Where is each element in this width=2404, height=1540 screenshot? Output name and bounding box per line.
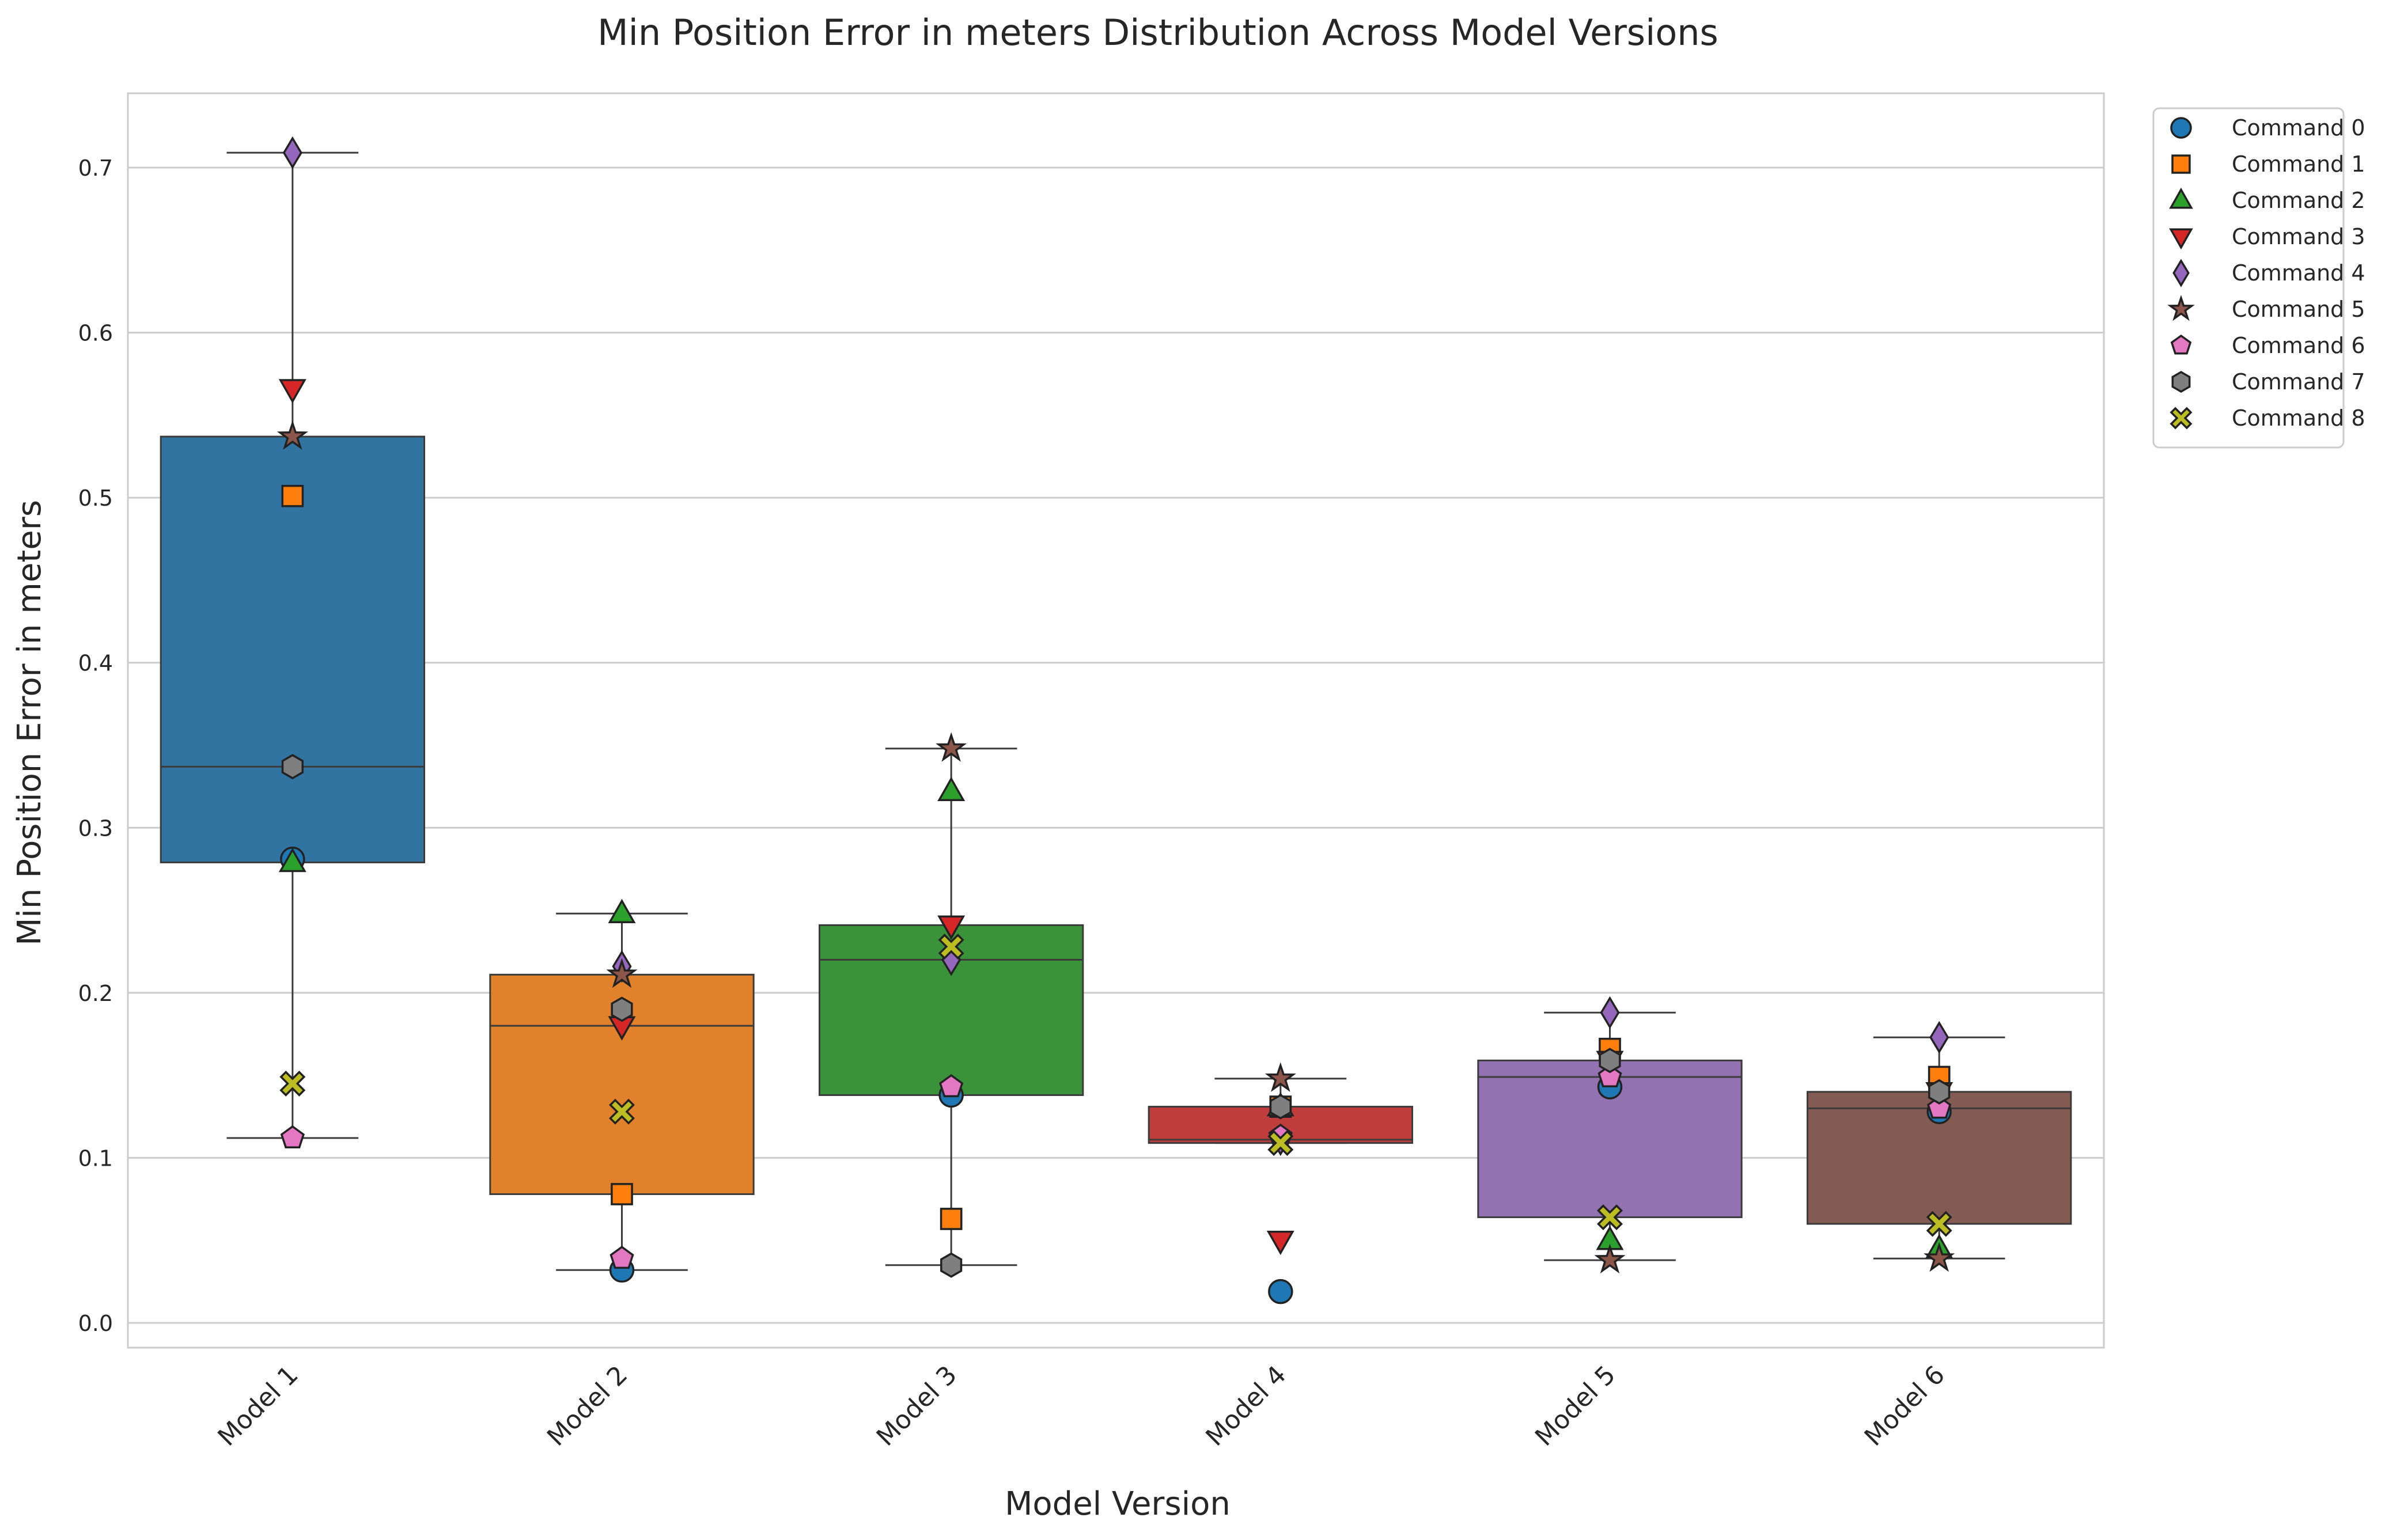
legend-label: Command 8	[2232, 405, 2365, 431]
data-point	[609, 1098, 635, 1125]
legend-label: Command 5	[2232, 297, 2365, 322]
x-tick-label: Model 2	[542, 1360, 633, 1452]
legend-item: Command 1	[2171, 151, 2365, 177]
legend-marker	[2172, 259, 2190, 287]
y-tick-label: 0.2	[78, 981, 113, 1006]
data-point	[940, 1208, 963, 1230]
data-point	[281, 484, 304, 507]
x-tick-label: Model 4	[1200, 1360, 1292, 1452]
y-tick-label: 0.1	[78, 1145, 113, 1171]
legend-label: Command 0	[2232, 115, 2365, 141]
data-point	[938, 934, 964, 960]
legend-marker	[2171, 370, 2191, 393]
legend-item: Command 4	[2172, 259, 2365, 287]
box-model-3	[819, 748, 1084, 1266]
data-point	[609, 1246, 634, 1269]
y-tick-label: 0.0	[78, 1311, 113, 1336]
data-point	[1924, 1242, 1955, 1272]
data-point	[1597, 1064, 1622, 1087]
data-point	[611, 1183, 633, 1205]
data-point	[606, 958, 638, 988]
data-point	[939, 1074, 964, 1098]
data-point	[1926, 1211, 1952, 1237]
legend-label: Command 6	[2232, 333, 2365, 358]
legend-item: Command 3	[2169, 224, 2365, 250]
x-axis-label: Model Version	[1005, 1485, 1231, 1523]
data-point	[1266, 1230, 1294, 1255]
legend-marker	[2171, 154, 2191, 174]
y-tick-label: 0.5	[78, 485, 113, 511]
data-point	[1267, 1130, 1294, 1156]
legend-item: Command 2	[2169, 187, 2365, 213]
data-point	[1599, 1048, 1621, 1074]
series-command-6	[280, 1064, 1952, 1269]
data-points	[277, 136, 1955, 1304]
legend-frame	[2152, 107, 2345, 449]
data-point	[1929, 1021, 1949, 1054]
y-tick-label: 0.6	[78, 321, 113, 346]
legend-marker	[2170, 334, 2192, 355]
data-point	[1269, 1094, 1292, 1120]
legend-marker	[2169, 228, 2193, 250]
data-point	[937, 776, 966, 801]
legend-item: Command 5	[2167, 295, 2365, 322]
x-axis-ticks: Model 1 Model 2 Model 3 Model 4 Model 5 Model…	[212, 1360, 1950, 1452]
series-command-5	[277, 420, 1955, 1274]
y-tick-label: 0.3	[78, 815, 113, 841]
legend-item: Command 8	[2170, 405, 2365, 431]
legend-label: Command 1	[2232, 151, 2365, 177]
data-point	[937, 915, 966, 940]
legend-item: Command 7	[2171, 369, 2365, 395]
data-point	[282, 136, 302, 169]
series-command-7	[281, 754, 1951, 1278]
plot-frame	[127, 92, 2105, 1349]
legend-item: Command 6	[2170, 333, 2365, 358]
data-point	[1600, 996, 1620, 1029]
x-tick-label: Model 6	[1859, 1360, 1951, 1452]
x-tick-label: Model 1	[212, 1360, 304, 1452]
data-point	[936, 732, 967, 762]
data-point	[278, 847, 306, 873]
chart-title: Min Position Error in meters Distributio…	[597, 12, 1718, 54]
y-axis-label: Min Position Error in meters	[11, 500, 48, 946]
data-point	[277, 420, 308, 450]
data-point	[1928, 1079, 1951, 1105]
legend-label: Command 4	[2232, 260, 2365, 286]
legend-marker	[2170, 407, 2193, 430]
legend-marker	[2170, 117, 2192, 139]
boxes	[160, 151, 2072, 1271]
legend-label: Command 2	[2232, 188, 2365, 213]
legend-label: Command 7	[2232, 369, 2365, 395]
data-point	[281, 754, 304, 780]
data-point	[611, 996, 633, 1022]
data-point	[279, 1071, 306, 1097]
data-point	[1597, 1204, 1623, 1231]
box-body	[160, 435, 425, 863]
x-tick-label: Model 3	[871, 1360, 963, 1452]
box-model-1	[160, 151, 425, 1139]
data-point	[1268, 1279, 1293, 1304]
grid-lines	[128, 166, 2104, 1324]
data-point	[1594, 1243, 1626, 1274]
data-point	[608, 898, 636, 924]
data-point	[280, 1125, 305, 1148]
x-tick-label: Model 5	[1530, 1360, 1621, 1452]
series-command-8	[279, 934, 1952, 1237]
data-point	[1265, 1062, 1296, 1092]
y-tick-label: 0.7	[78, 155, 113, 181]
legend-item: Command 0	[2170, 115, 2365, 141]
legend-marker	[2169, 187, 2193, 209]
y-axis-ticks: 0.0 0.1 0.2 0.3 0.4 0.5 0.6 0.7	[78, 155, 113, 1336]
legend: Command 0 Command 1 Command 2 Command 3 Comm…	[2152, 107, 2365, 449]
legend-marker	[2167, 295, 2195, 321]
data-point	[1927, 1095, 1952, 1119]
data-point	[940, 1252, 963, 1278]
data-point	[278, 379, 306, 404]
y-tick-label: 0.4	[78, 651, 113, 676]
legend-label: Command 3	[2232, 224, 2365, 249]
